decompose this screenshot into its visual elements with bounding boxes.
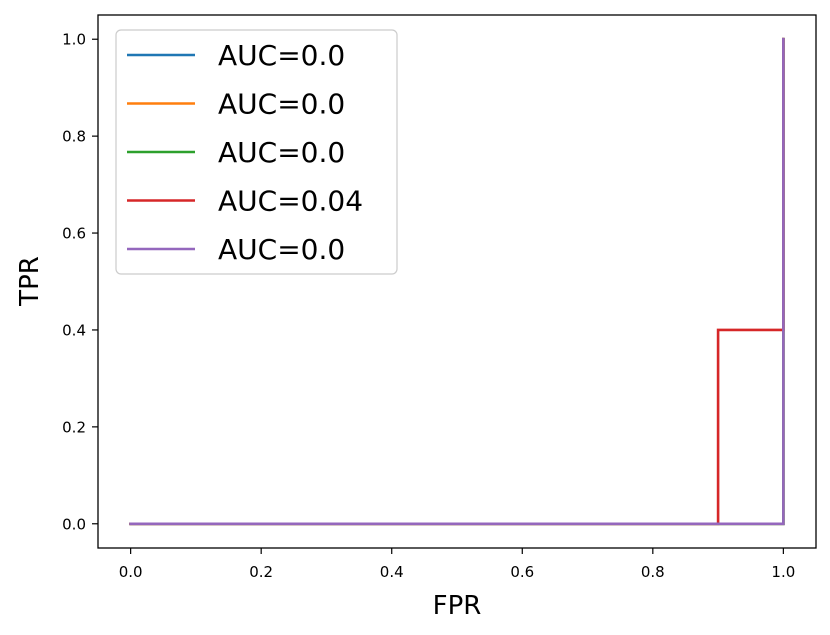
legend: AUC=0.0 AUC=0.0 AUC=0.0 AUC=0.04 AUC=0.0	[115, 29, 398, 275]
x-axis-title: FPR	[433, 591, 482, 621]
plot-lines	[129, 37, 785, 526]
x-tick-label: 0.8	[641, 563, 665, 581]
x-tick-label: 0.6	[510, 563, 534, 581]
y-axis-title: TPR	[15, 256, 45, 307]
y-tick-label: 0.4	[62, 321, 86, 339]
y-tick-label: 0.6	[62, 225, 86, 243]
x-tick-label: 1.0	[771, 563, 795, 581]
y-tick-label: 0.2	[62, 418, 86, 436]
x-axis-ticks: 0.0 0.2 0.4 0.6 0.8 1.0	[119, 548, 795, 581]
legend-label: AUC=0.0	[218, 136, 345, 169]
x-tick-label: 0.4	[380, 563, 404, 581]
y-tick-label: 0.0	[62, 515, 86, 533]
x-tick-label: 0.2	[249, 563, 273, 581]
y-tick-label: 1.0	[62, 31, 86, 49]
y-tick-label: 0.8	[62, 128, 86, 146]
legend-label: AUC=0.0	[218, 39, 345, 72]
legend-label: AUC=0.0	[218, 233, 345, 266]
x-tick-label: 0.0	[119, 563, 143, 581]
plot-frame	[97, 14, 817, 549]
series-line-5	[129, 37, 785, 526]
legend-label: AUC=0.0	[218, 88, 345, 121]
legend-box	[115, 29, 398, 275]
y-axis-ticks: 0.0 0.2 0.4 0.6 0.8 1.0	[62, 31, 98, 533]
legend-label: AUC=0.04	[218, 185, 363, 218]
